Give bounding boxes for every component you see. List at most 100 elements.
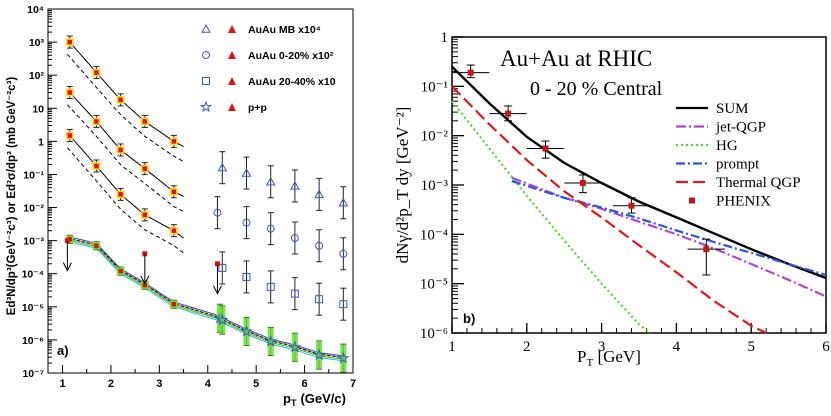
x-tick-label: 5 bbox=[747, 339, 755, 355]
panel-b-axes: 1 2 3 4 5 6 10⁻⁶ 10⁻⁵ 10⁻⁴ 10⁻³ 10⁻² 10⁻¹ 1 bbox=[420, 30, 830, 355]
data-point bbox=[337, 351, 350, 364]
legend-label: prompt bbox=[716, 157, 760, 173]
y-tick-label: 10⁻³ bbox=[421, 178, 449, 194]
panel-a-axes: 1 2 3 4 5 6 7 10⁻⁷ 10⁻⁶ 10⁻⁵ 10⁻⁴ 10⁻³ 10⁻² 10⁻¹ 1 10 10… bbox=[22, 4, 356, 390]
y-tick-label: 10⁻⁶ bbox=[420, 326, 448, 342]
legend-open-marker bbox=[202, 51, 210, 59]
y-tick-label: 10 bbox=[32, 103, 44, 115]
pp-dashed-curve bbox=[67, 237, 344, 358]
data-point bbox=[242, 272, 251, 281]
legend-filled-marker bbox=[228, 51, 236, 59]
legend-label: SUM bbox=[716, 101, 749, 117]
panel-b-xlabel: PT [GeV] bbox=[577, 347, 641, 369]
panel-b-label: b) bbox=[463, 311, 475, 326]
panel-a-xlabel: pT (GeV/c) bbox=[283, 391, 346, 408]
panel-b: 1 2 3 4 5 6 10⁻⁶ 10⁻⁵ 10⁻⁴ 10⁻³ 10⁻² 10⁻¹ 1 SUM jet-Q… bbox=[393, 30, 830, 369]
panel-a-points bbox=[62, 35, 350, 373]
y-tick-label: 10⁻⁵ bbox=[420, 277, 448, 293]
panel-a-xlabel-sub: T bbox=[291, 398, 297, 408]
panel-b-title-line1: Au+Au at RHIC bbox=[500, 46, 652, 71]
data-point bbox=[312, 348, 326, 361]
data-point bbox=[288, 340, 302, 353]
series-fit-curve bbox=[67, 38, 184, 148]
panel-b-legend: SUM jet-QGP HG prompt Thermal QGP PHENIX bbox=[676, 101, 801, 210]
data-point bbox=[264, 334, 277, 347]
y-tick-label: 10⁻¹ bbox=[23, 169, 44, 181]
sys-box bbox=[316, 340, 323, 369]
data-point bbox=[290, 234, 299, 243]
filled-point bbox=[118, 268, 123, 274]
data-point bbox=[339, 300, 348, 309]
sys-box bbox=[340, 344, 347, 373]
x-tick-label: 4 bbox=[205, 378, 212, 390]
x-tick-label: 6 bbox=[822, 339, 830, 355]
panel-b-xlabel-sub: T bbox=[586, 357, 593, 369]
phenix-point bbox=[579, 179, 586, 186]
legend-label: AuAu 0-20% x10² bbox=[248, 50, 334, 62]
data-point bbox=[218, 263, 227, 272]
data-point bbox=[266, 224, 275, 233]
legend-marker bbox=[689, 197, 695, 204]
panel-b-xlabel-unit: [GeV] bbox=[593, 347, 641, 366]
data-point bbox=[339, 249, 348, 258]
y-tick-label: 10⁴ bbox=[27, 4, 44, 16]
series-fit-curve bbox=[67, 132, 184, 239]
y-tick-label: 10⁻¹ bbox=[421, 79, 448, 95]
data-point bbox=[242, 218, 251, 227]
filled-point bbox=[94, 163, 99, 169]
sys-box bbox=[243, 317, 250, 346]
panel-b-points bbox=[452, 64, 726, 276]
y-tick-label: 10⁻⁶ bbox=[22, 335, 44, 347]
legend-open-marker bbox=[201, 23, 211, 33]
sys-box bbox=[291, 333, 298, 362]
curve-prompt bbox=[511, 180, 827, 277]
filled-point bbox=[94, 70, 99, 75]
y-tick-label: 10² bbox=[29, 70, 45, 82]
curve-jet-qgp bbox=[511, 176, 827, 298]
y-tick-label: 10⁻⁴ bbox=[22, 269, 44, 281]
filled-point bbox=[94, 243, 99, 248]
filled-point bbox=[171, 139, 177, 144]
x-tick-label: 2 bbox=[108, 378, 114, 390]
filled-point bbox=[171, 189, 177, 194]
y-tick-label: 10³ bbox=[29, 37, 45, 49]
data-point bbox=[217, 162, 228, 172]
panel-b-xlabel-p: P bbox=[577, 347, 586, 366]
x-tick-label: 6 bbox=[302, 378, 308, 390]
data-point bbox=[265, 176, 276, 186]
x-tick-label: 2 bbox=[523, 339, 531, 355]
y-tick-label: 10⁻⁷ bbox=[22, 368, 44, 380]
data-point bbox=[213, 208, 222, 217]
legend-label: p+p bbox=[248, 102, 267, 114]
series-dashed-curve bbox=[67, 147, 184, 254]
filled-point bbox=[142, 283, 148, 288]
phenix-point bbox=[505, 110, 512, 117]
data-point bbox=[315, 241, 324, 250]
filled-point bbox=[118, 147, 123, 153]
filled-point bbox=[67, 90, 72, 95]
sys-box bbox=[267, 327, 274, 356]
panel-a-xlabel-unit: (GeV/c) bbox=[300, 391, 346, 406]
legend-label: AuAu MB x10⁴ bbox=[248, 24, 321, 36]
svg-text:PT [GeV]: PT [GeV] bbox=[577, 347, 641, 369]
legend-filled-marker bbox=[228, 103, 236, 111]
y-tick-label: 10⁻⁴ bbox=[420, 227, 448, 243]
data-point bbox=[290, 180, 300, 190]
filled-point bbox=[171, 228, 177, 233]
panel-a: 1 2 3 4 5 6 7 10⁻⁷ 10⁻⁶ 10⁻⁵ 10⁻⁴ 10⁻³ 10⁻² 10⁻¹ 1 10 10… bbox=[6, 4, 356, 408]
series-dashed-curve bbox=[67, 53, 184, 162]
phenix-point bbox=[703, 246, 710, 253]
y-tick-label: 10⁻² bbox=[421, 129, 449, 145]
x-tick-label: 1 bbox=[448, 339, 456, 355]
panel-a-ylabel: Ed³N/dp³(GeV⁻²c³) or Ed³σ/dp³ (mb GeV⁻²c… bbox=[6, 77, 18, 316]
filled-point bbox=[142, 212, 148, 218]
panel-a-xlabel-p: p bbox=[283, 391, 291, 406]
legend-label: HG bbox=[716, 138, 738, 154]
panel-b-ylabel: dNγ/d²p_T dy [GeV⁻²] bbox=[393, 107, 412, 264]
y-tick-label: 1 bbox=[38, 136, 44, 148]
upper-limit-arrowhead bbox=[140, 275, 150, 285]
filled-point bbox=[171, 301, 177, 307]
curve-thermal-qgp bbox=[451, 85, 767, 334]
filled-point bbox=[67, 39, 72, 45]
